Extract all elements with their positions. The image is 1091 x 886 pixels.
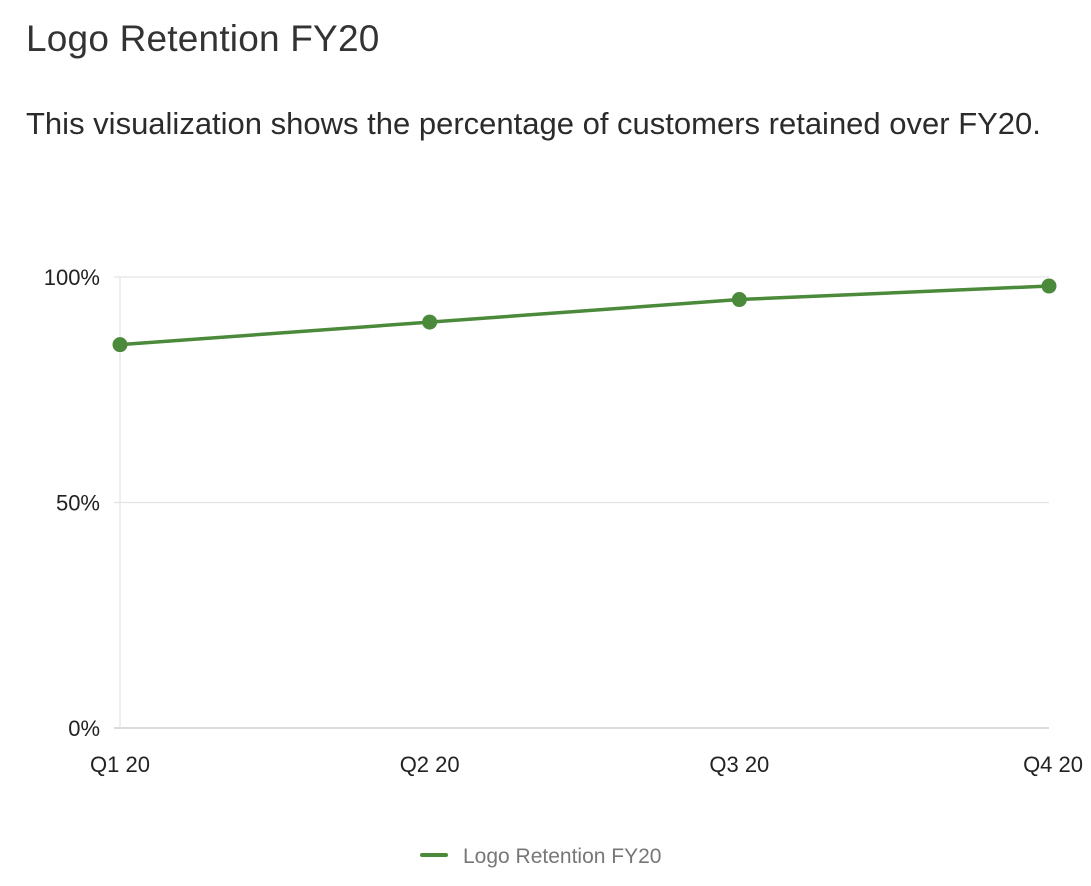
gridlines: [114, 276, 1049, 504]
y-tick-label: 0%: [68, 716, 100, 741]
data-point[interactable]: [422, 314, 438, 330]
y-tick-label: 100%: [44, 265, 100, 290]
axes: [114, 277, 1049, 729]
x-tick-label: Q3 20: [709, 752, 769, 777]
y-tick-label: 50%: [56, 491, 100, 516]
data-point[interactable]: [731, 292, 747, 308]
chart-title: Logo Retention FY20: [26, 18, 380, 59]
legend[interactable]: Logo Retention FY20: [420, 845, 661, 868]
legend-label: Logo Retention FY20: [463, 845, 661, 868]
series-line: [118, 284, 1051, 347]
x-tick-label: Q1 20: [90, 752, 150, 777]
chart-description: This visualization shows the percentage …: [26, 106, 1041, 141]
tick-labels: 0% 50% 100% Q1 20 Q2 20 Q3 20 Q4 20: [44, 265, 1083, 777]
x-tick-label: Q4 20: [1023, 752, 1083, 777]
data-point[interactable]: [1041, 278, 1057, 294]
series-layer: [112, 278, 1057, 353]
data-point[interactable]: [112, 337, 128, 353]
x-tick-label: Q2 20: [400, 752, 460, 777]
